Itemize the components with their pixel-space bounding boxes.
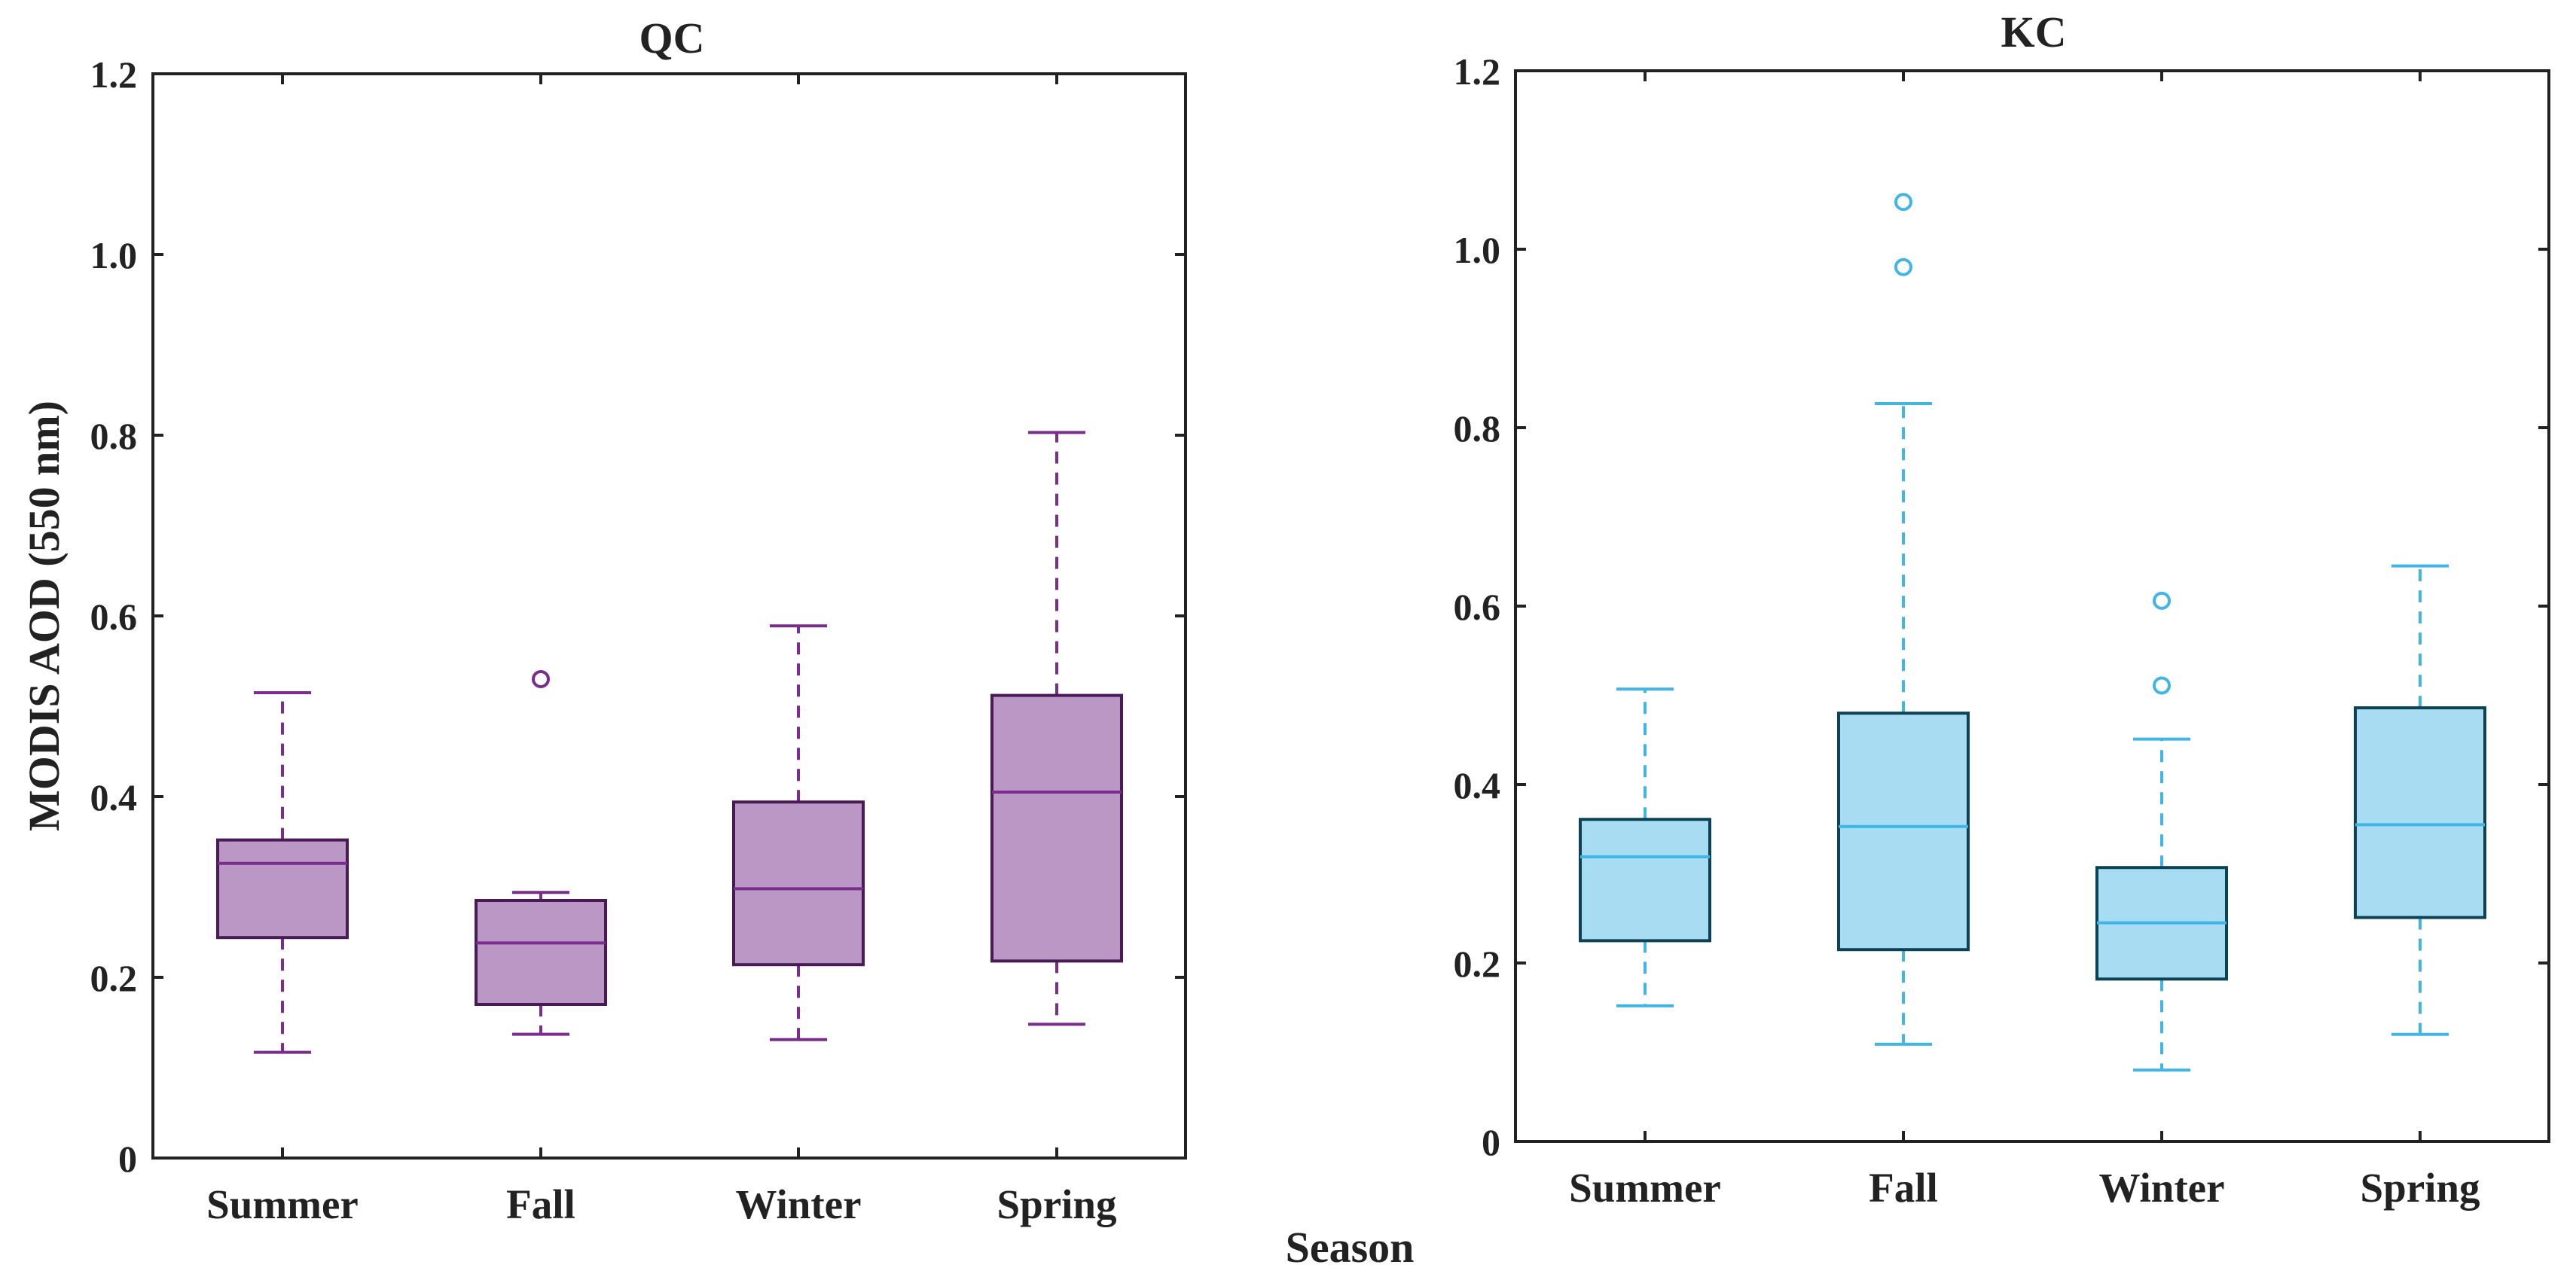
outlier-point	[532, 670, 550, 688]
kc-xtick-label: Winter	[2098, 1165, 2224, 1211]
kc-ytick-label: 0.6	[1454, 586, 1501, 628]
qc-ytick-label: 0.8	[90, 415, 138, 457]
qc-ytick-label: 1.0	[90, 234, 138, 276]
qc-marks	[216, 431, 1123, 1054]
qc-ytick-label: 1.2	[90, 53, 138, 96]
kc-ytick-label: 0.2	[1454, 943, 1501, 985]
qc-box-summer	[216, 691, 349, 1054]
iqr-box	[732, 800, 865, 967]
iqr-box	[1579, 818, 1711, 943]
iqr-box	[216, 838, 349, 940]
qc-panel: QC 0 0.2 0.4 0.6 0.8 1.0 1.2 Summer Fall…	[90, 14, 1187, 1227]
outlier-point	[2153, 676, 2171, 695]
qc-ticks	[153, 72, 1186, 1160]
kc-title: KC	[2001, 8, 2067, 56]
kc-ytick-label: 1.2	[1454, 50, 1501, 93]
x-axis-title: Season	[1286, 1223, 1415, 1272]
qc-ytick-label: 0	[118, 1138, 137, 1180]
kc-labels: 0 0.2 0.4 0.6 0.8 1.0 1.2 Summer Fall Wi…	[1454, 50, 2480, 1211]
qc-xtick-label: Spring	[997, 1181, 1117, 1227]
iqr-box	[475, 899, 607, 1006]
qc-box-fall	[475, 670, 607, 1036]
kc-marks	[1579, 193, 2486, 1072]
qc-xtick-label: Summer	[206, 1181, 359, 1227]
iqr-box	[1837, 712, 1970, 952]
qc-ytick-label: 0.6	[90, 596, 138, 638]
kc-ticks	[1515, 69, 2549, 1143]
qc-axes-frame	[151, 72, 1187, 1160]
outlier-point	[2153, 591, 2171, 610]
kc-ytick-label: 0.8	[1454, 407, 1501, 450]
qc-ytick-label: 0.2	[90, 957, 138, 999]
qc-box-winter	[732, 624, 865, 1041]
y-axis-title: MODIS AOD (550 nm)	[20, 401, 69, 831]
kc-xtick-label: Summer	[1569, 1165, 1721, 1211]
kc-xtick-label: Spring	[2361, 1165, 2480, 1211]
iqr-box	[990, 693, 1123, 963]
kc-panel: KC 0 0.2 0.4 0.6 0.8 1.0 1.2 Summer Fall…	[1454, 8, 2550, 1211]
outlier-point	[1894, 193, 1912, 212]
kc-xtick-label: Fall	[1869, 1165, 1938, 1211]
kc-box-spring	[2354, 564, 2486, 1036]
kc-ytick-label: 1.0	[1454, 229, 1501, 271]
kc-box-summer	[1579, 687, 1711, 1007]
qc-xtick-label: Fall	[506, 1181, 575, 1227]
qc-ytick-label: 0.4	[90, 776, 138, 818]
kc-axes-frame	[1514, 69, 2550, 1143]
qc-box-spring	[990, 431, 1123, 1026]
qc-labels: 0 0.2 0.4 0.6 0.8 1.0 1.2 Summer Fall Wi…	[90, 53, 1117, 1227]
qc-title: QC	[639, 14, 705, 62]
qc-xtick-label: Winter	[735, 1181, 861, 1227]
kc-ytick-label: 0.4	[1454, 764, 1501, 806]
iqr-box	[2354, 706, 2486, 919]
kc-ytick-label: 0	[1482, 1121, 1500, 1163]
outlier-point	[1894, 258, 1912, 276]
kc-box-fall	[1837, 193, 1970, 1046]
kc-box-winter	[2095, 591, 2228, 1072]
